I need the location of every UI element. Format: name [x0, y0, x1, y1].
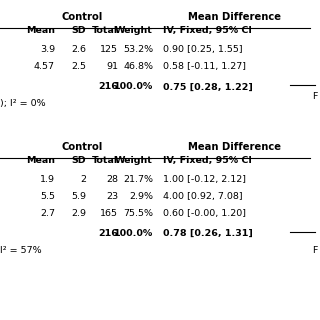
Text: Weight: Weight	[115, 26, 153, 35]
Text: F: F	[312, 92, 317, 101]
Text: 216: 216	[98, 229, 118, 238]
Text: Weight: Weight	[115, 156, 153, 165]
Text: 28: 28	[106, 175, 118, 184]
Text: 165: 165	[100, 209, 118, 218]
Text: 5.9: 5.9	[71, 192, 86, 201]
Text: ); I² = 0%: ); I² = 0%	[0, 100, 46, 108]
Text: Total: Total	[92, 26, 118, 35]
Text: 125: 125	[100, 45, 118, 54]
Text: 2.5: 2.5	[71, 62, 86, 71]
Text: 0.58 [-0.11, 1.27]: 0.58 [-0.11, 1.27]	[163, 62, 246, 71]
Text: F: F	[312, 246, 317, 255]
Text: IV, Fixed, 95% CI: IV, Fixed, 95% CI	[163, 26, 252, 35]
Text: 4.00 [0.92, 7.08]: 4.00 [0.92, 7.08]	[163, 192, 243, 201]
Text: Mean Difference: Mean Difference	[188, 12, 282, 22]
Text: I² = 57%: I² = 57%	[0, 246, 42, 255]
Text: 2: 2	[80, 175, 86, 184]
Text: 100.0%: 100.0%	[114, 82, 153, 92]
Text: 53.2%: 53.2%	[123, 45, 153, 54]
Text: 2.9%: 2.9%	[129, 192, 153, 201]
Text: 1.00 [-0.12, 2.12]: 1.00 [-0.12, 2.12]	[163, 175, 246, 184]
Text: 216: 216	[98, 82, 118, 92]
Text: 21.7%: 21.7%	[123, 175, 153, 184]
Text: 3.9: 3.9	[40, 45, 55, 54]
Text: Mean: Mean	[26, 156, 55, 165]
Text: 4.57: 4.57	[34, 62, 55, 71]
Text: 2.7: 2.7	[40, 209, 55, 218]
Text: SD: SD	[71, 26, 86, 35]
Text: 2.9: 2.9	[71, 209, 86, 218]
Text: 2.6: 2.6	[71, 45, 86, 54]
Text: 1.9: 1.9	[40, 175, 55, 184]
Text: 100.0%: 100.0%	[114, 229, 153, 238]
Text: 23: 23	[106, 192, 118, 201]
Text: Total: Total	[92, 156, 118, 165]
Text: Control: Control	[61, 12, 103, 22]
Text: SD: SD	[71, 156, 86, 165]
Text: 0.90 [0.25, 1.55]: 0.90 [0.25, 1.55]	[163, 45, 243, 54]
Text: Mean: Mean	[26, 26, 55, 35]
Text: IV, Fixed, 95% CI: IV, Fixed, 95% CI	[163, 156, 252, 165]
Text: 0.75 [0.28, 1.22]: 0.75 [0.28, 1.22]	[163, 82, 253, 92]
Text: 0.78 [0.26, 1.31]: 0.78 [0.26, 1.31]	[163, 229, 253, 238]
Text: 0.60 [-0.00, 1.20]: 0.60 [-0.00, 1.20]	[163, 209, 246, 218]
Text: 46.8%: 46.8%	[123, 62, 153, 71]
Text: Mean Difference: Mean Difference	[188, 142, 282, 152]
Text: Control: Control	[61, 142, 103, 152]
Text: 75.5%: 75.5%	[123, 209, 153, 218]
Text: 5.5: 5.5	[40, 192, 55, 201]
Text: 91: 91	[106, 62, 118, 71]
